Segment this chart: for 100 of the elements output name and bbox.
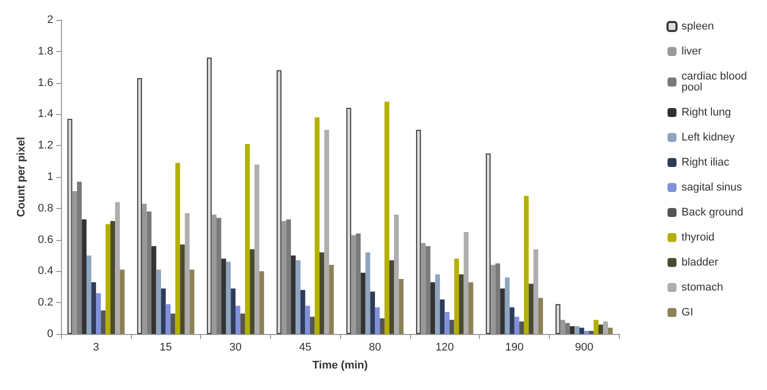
bar	[166, 304, 171, 334]
bar	[245, 144, 250, 334]
bar	[151, 246, 156, 334]
x-tick-label: 45	[299, 342, 312, 354]
x-tick-label: 30	[229, 342, 242, 354]
x-axis-title: Time (min)	[312, 360, 368, 372]
bar	[230, 288, 236, 334]
bar	[236, 306, 240, 334]
bar	[314, 117, 320, 334]
bar	[533, 249, 538, 334]
bar	[538, 298, 543, 334]
bar	[250, 249, 255, 334]
bar	[374, 307, 380, 334]
bar	[100, 310, 106, 334]
bar	[458, 274, 464, 334]
bar	[594, 320, 598, 334]
bar	[495, 263, 500, 334]
bar	[254, 164, 260, 334]
bar	[226, 262, 231, 334]
bar	[156, 270, 162, 334]
bar	[67, 118, 72, 334]
bar	[329, 264, 334, 334]
bar	[444, 312, 450, 334]
y-tick-label: 1.6	[38, 76, 54, 89]
x-tick-label: 80	[368, 342, 382, 354]
bar	[320, 252, 324, 334]
legend-label: Right lung	[682, 106, 732, 118]
bar	[296, 260, 300, 334]
bar	[608, 328, 613, 334]
legend-label: sagital sinus	[682, 182, 743, 194]
x-tick-label: 120	[436, 342, 454, 354]
bar	[556, 304, 560, 334]
bar	[286, 219, 291, 334]
bar	[221, 258, 226, 334]
legend-label: spleen	[682, 20, 714, 32]
bar	[579, 328, 584, 334]
y-axis-title: Count per pixel	[16, 136, 28, 218]
bar	[370, 292, 375, 334]
bar	[300, 290, 306, 334]
bar	[524, 196, 529, 334]
bar	[389, 260, 394, 334]
bar	[146, 212, 152, 334]
bar	[486, 153, 491, 334]
bar	[190, 270, 194, 334]
bar	[416, 130, 421, 334]
bar	[110, 220, 116, 334]
bar	[76, 182, 82, 334]
legend-label: thyroid	[682, 232, 715, 244]
x-tick-label: 3	[92, 342, 100, 354]
bar	[175, 162, 180, 334]
y-tick-label: 1.4	[38, 108, 54, 120]
bar	[380, 318, 384, 334]
y-tick-label: 0	[47, 328, 54, 340]
y-tick-label: 1	[47, 171, 54, 183]
bar	[510, 307, 514, 334]
bar	[184, 213, 190, 334]
legend-label: Left kidney	[682, 132, 736, 144]
bar	[180, 244, 185, 334]
bar	[384, 102, 390, 334]
bar	[398, 279, 404, 334]
bar	[276, 70, 282, 334]
bar	[519, 321, 524, 334]
bar	[356, 234, 361, 334]
y-tick-label: 0.2	[38, 296, 54, 309]
bar	[440, 299, 445, 334]
bar	[598, 324, 604, 334]
x-tick-label: 190	[505, 342, 524, 354]
bar	[449, 320, 454, 334]
bar	[96, 293, 101, 334]
bar	[240, 314, 246, 334]
bar	[435, 274, 440, 334]
bar	[454, 258, 459, 334]
x-tick-label: 900	[574, 342, 594, 354]
bar	[120, 270, 125, 334]
bar	[514, 316, 520, 334]
bar	[91, 282, 96, 334]
bar	[504, 277, 510, 334]
bar	[346, 108, 352, 334]
bar	[565, 323, 570, 334]
legend-label: GI	[682, 306, 694, 318]
y-tick-label: 1.8	[38, 45, 54, 58]
bar	[137, 78, 142, 334]
bar	[106, 224, 110, 334]
y-tick-label: 2	[47, 14, 54, 26]
bar	[500, 288, 505, 334]
bar	[206, 58, 212, 334]
bar	[216, 218, 222, 334]
bar	[584, 330, 589, 334]
y-tick-label: 1.2	[38, 140, 54, 152]
bar	[115, 202, 120, 334]
bar	[464, 232, 469, 334]
bar	[360, 272, 366, 334]
x-tick-label: 15	[160, 342, 172, 354]
bar	[394, 214, 399, 334]
bar	[324, 130, 330, 334]
bar	[86, 256, 92, 334]
bar	[310, 316, 315, 334]
bar	[290, 256, 296, 334]
bar	[468, 282, 474, 334]
bar	[161, 288, 166, 334]
